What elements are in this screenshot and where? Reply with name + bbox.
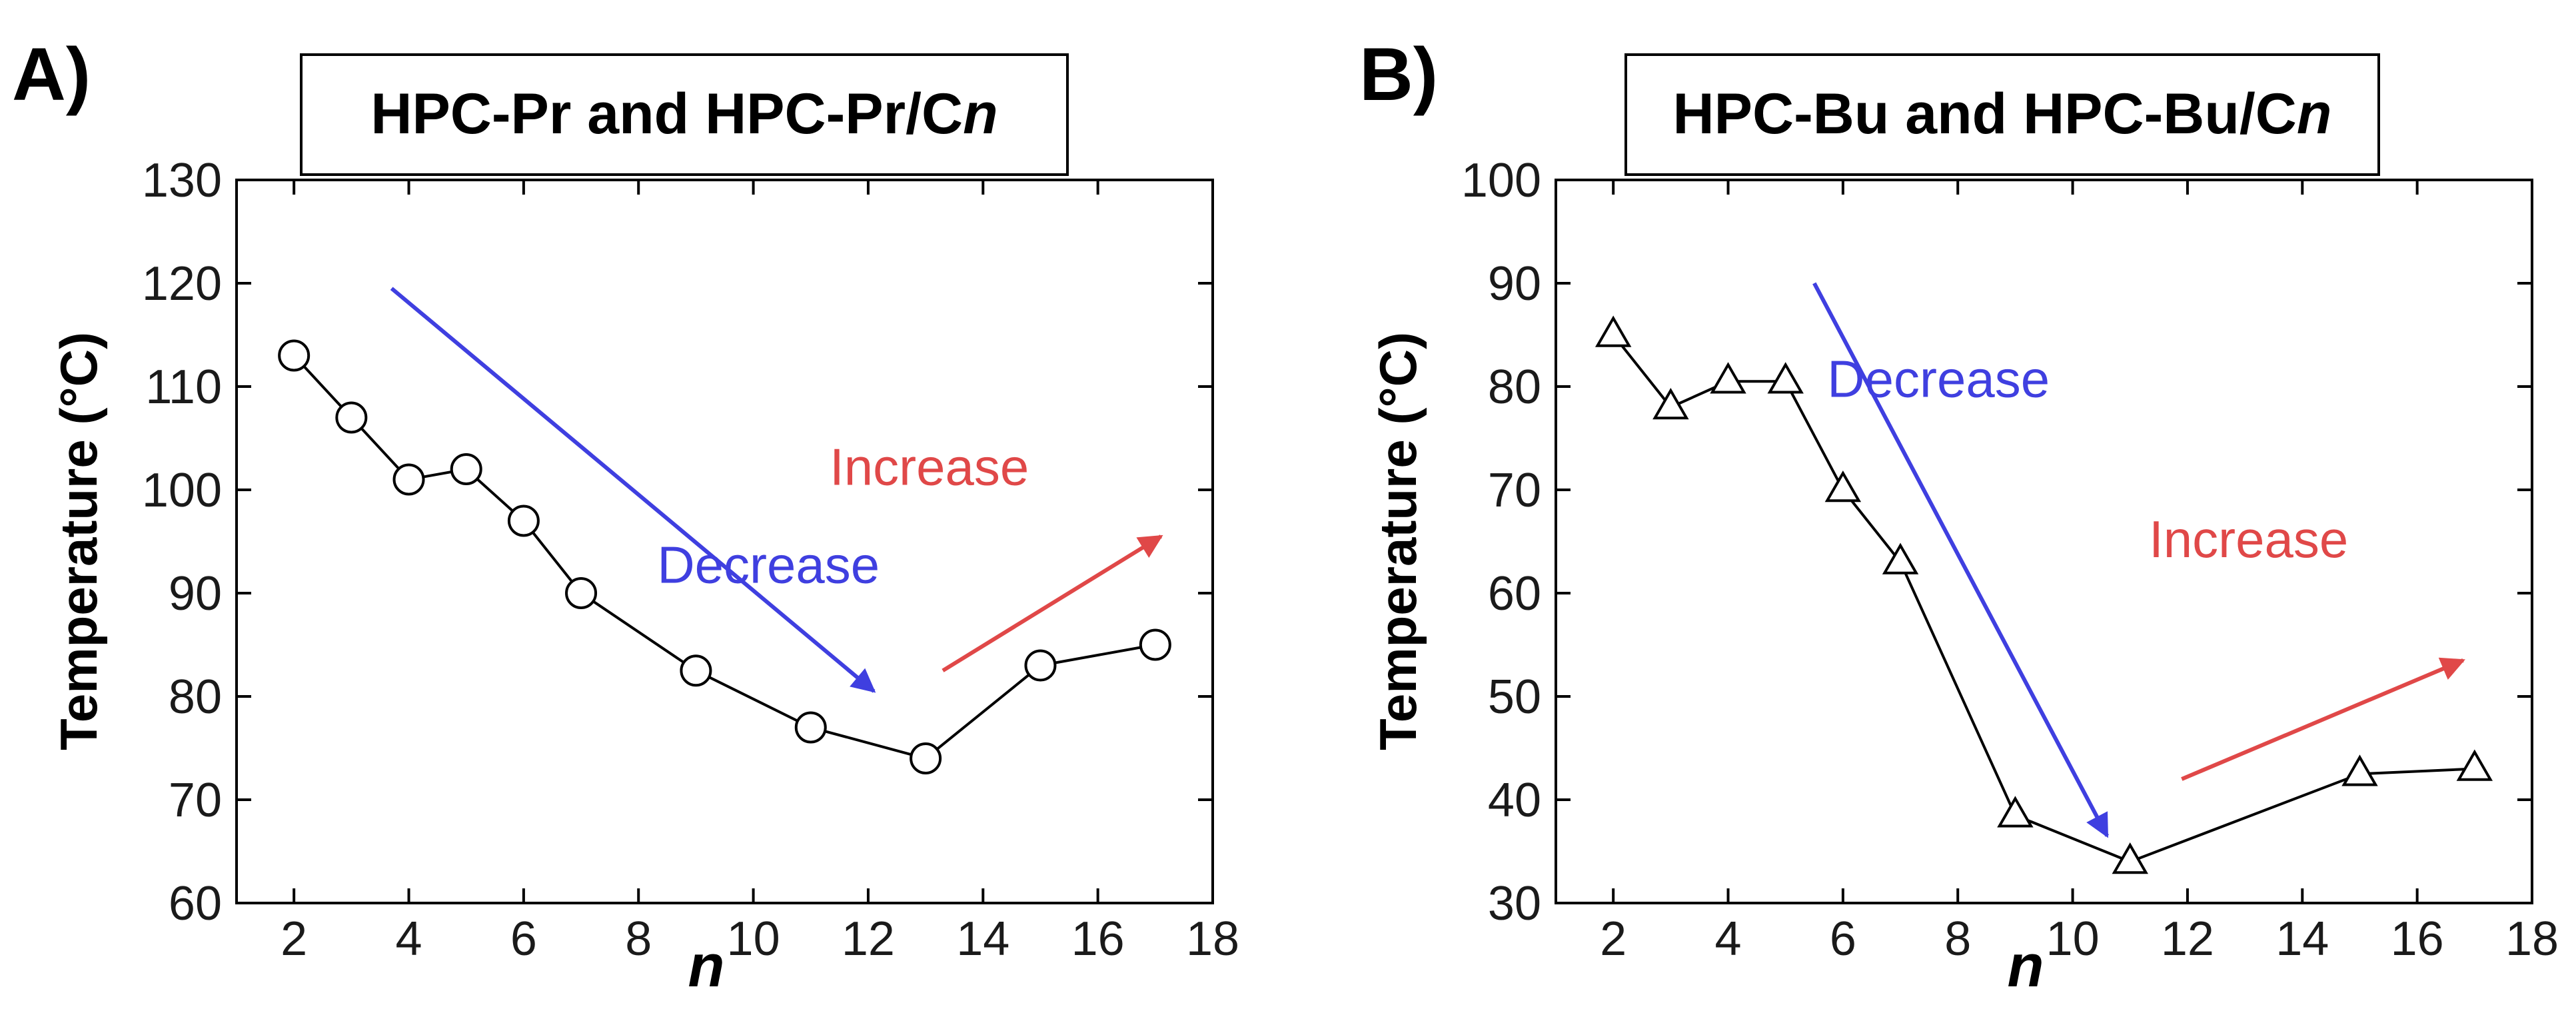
x-axis-label-b: n — [2008, 933, 2044, 1000]
annotation-increase: Increase — [2149, 510, 2348, 568]
y-axis-label-a: Temperature (°C) — [49, 332, 108, 750]
data-point — [565, 577, 598, 609]
x-axis-label-a: n — [688, 933, 725, 1000]
y-tick-label: 90 — [1488, 257, 1541, 311]
data-point — [1882, 542, 1919, 574]
data-point — [335, 401, 368, 434]
panel-label-b: B) — [1359, 33, 1438, 116]
data-series-a — [278, 339, 1171, 774]
y-tick-label: 100 — [142, 464, 222, 517]
decrease-arrow — [390, 287, 876, 693]
data-point — [450, 453, 482, 485]
data-point — [2456, 749, 2493, 781]
x-tick-label: 16 — [1071, 912, 1125, 966]
annotation-increase: Increase — [830, 437, 1029, 496]
x-tick-label: 10 — [727, 912, 780, 966]
y-tick-label: 30 — [1488, 877, 1541, 930]
x-tick-label: 16 — [2391, 912, 2444, 966]
y-tick-label: 90 — [169, 567, 222, 620]
plot-frame-b — [1555, 179, 2533, 904]
data-point — [910, 742, 942, 774]
y-tick-label: 110 — [145, 361, 222, 414]
decrease-arrow — [1812, 282, 2109, 838]
x-tick-label: 18 — [2505, 912, 2559, 966]
x-tick-label: 6 — [1830, 912, 1856, 966]
data-point — [1652, 387, 1689, 420]
panel-label-a: A) — [12, 33, 91, 116]
x-tick-label: 12 — [2161, 912, 2214, 966]
y-axis-label-b: Temperature (°C) — [1369, 332, 1427, 750]
data-point — [1139, 628, 1171, 661]
annotations-a: Decrease Increase — [390, 287, 1163, 693]
axis-ticks-a: 2 4 6 8 10 12 14 16 18 60 70 80 90 100 110 120 130 — [142, 154, 1239, 966]
y-tick-label: 120 — [142, 257, 222, 311]
data-series-b — [1595, 315, 2493, 874]
chart-title-a: HPC-Pr and HPC-Pr/Cn — [370, 82, 997, 146]
y-tick-label: 50 — [1488, 670, 1541, 724]
data-point — [1997, 796, 2034, 828]
data-point — [392, 463, 425, 496]
data-point — [1024, 649, 1057, 682]
data-point — [1595, 315, 1632, 347]
x-tick-label: 2 — [1600, 912, 1626, 966]
plot-frame-a — [235, 179, 1214, 904]
annotation-decrease: Decrease — [657, 536, 880, 594]
x-tick-label: 8 — [1944, 912, 1971, 966]
axis-ticks-b: 2 4 6 8 10 12 14 16 18 30 40 50 60 70 80 90 100 — [1461, 154, 2559, 966]
data-point — [1710, 362, 1746, 394]
annotation-decrease: Decrease — [1827, 350, 2050, 409]
data-point — [2341, 754, 2378, 786]
y-tick-label: 60 — [169, 877, 222, 930]
chart-panel-a: A) HPC-Pr and HPC-Pr/Cn Temperature (°C)… — [12, 33, 1239, 1000]
data-point — [794, 711, 827, 744]
y-tick-label: 80 — [169, 670, 222, 724]
x-tick-label: 14 — [956, 912, 1009, 966]
y-tick-label: 80 — [1488, 361, 1541, 414]
y-tick-label: 130 — [142, 154, 222, 207]
y-tick-label: 100 — [1461, 154, 1541, 207]
data-point — [1824, 470, 1862, 503]
x-tick-label: 2 — [281, 912, 307, 966]
increase-arrow — [2181, 657, 2465, 781]
data-point — [278, 339, 311, 372]
y-tick-label: 70 — [1488, 464, 1541, 517]
y-tick-label: 40 — [1488, 774, 1541, 827]
data-point — [2112, 842, 2148, 874]
annotations-b: Decrease Increase — [1812, 282, 2465, 838]
x-tick-label: 6 — [510, 912, 537, 966]
title-box-b — [1624, 53, 2380, 176]
data-point — [680, 654, 712, 687]
data-point — [507, 505, 540, 537]
x-tick-label: 18 — [1186, 912, 1239, 966]
chart-panel-b: B) HPC-Bu and HPC-Bu/Cn Temperature (°C)… — [1359, 33, 2559, 1000]
chart-title-b: HPC-Bu and HPC-Bu/Cn — [1673, 82, 2332, 146]
x-tick-label: 10 — [2046, 912, 2100, 966]
x-tick-label: 12 — [842, 912, 895, 966]
x-tick-label: 4 — [396, 912, 422, 966]
title-box-a — [300, 53, 1069, 176]
y-tick-label: 70 — [169, 774, 222, 827]
y-tick-label: 60 — [1488, 567, 1541, 620]
x-tick-label: 8 — [625, 912, 652, 966]
increase-arrow — [942, 534, 1163, 672]
x-tick-label: 14 — [2275, 912, 2329, 966]
series-line — [1612, 334, 2475, 864]
data-point — [1767, 362, 1804, 394]
x-tick-label: 4 — [1715, 912, 1742, 966]
